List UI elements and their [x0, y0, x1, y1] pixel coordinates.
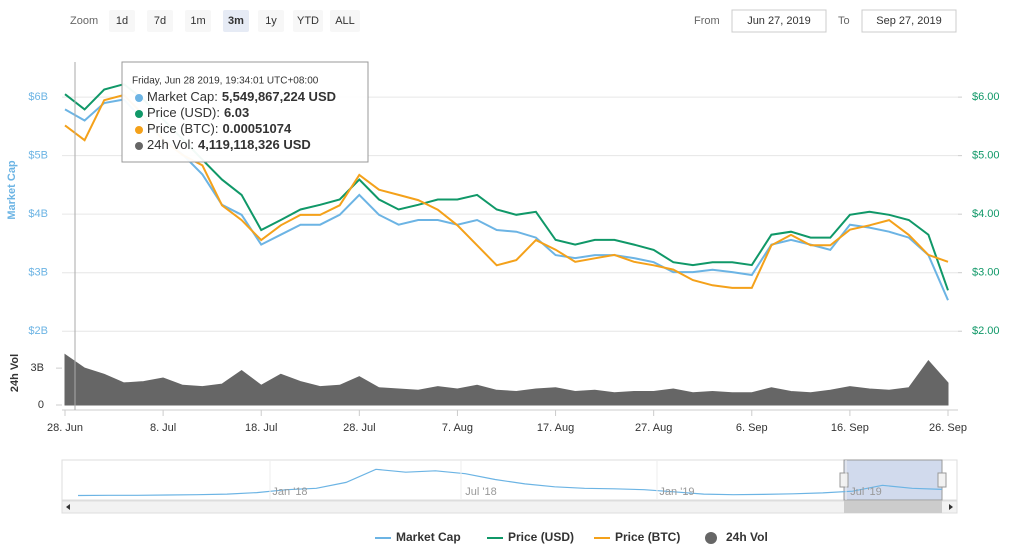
zoom-button[interactable] — [330, 10, 360, 32]
from-value: Jun 27, 2019 — [747, 15, 811, 27]
tooltip-row: Price (BTC): 0.00051074 — [147, 121, 292, 136]
x-tick-label: 16. Sep — [831, 422, 869, 434]
x-tick-label: 17. Aug — [537, 422, 574, 434]
to-input[interactable] — [861, 9, 957, 33]
to-value: Sep 27, 2019 — [876, 15, 941, 27]
y-tick-label: $5B — [28, 150, 48, 162]
navigator-label: Jul '18 — [465, 486, 496, 498]
zoom-button-label: 1y — [265, 15, 277, 27]
tooltip-row-label: 24h Vol: — [147, 137, 194, 152]
navigator-label: Jan '18 — [272, 486, 307, 498]
legend-label[interactable]: Price (BTC) — [615, 530, 680, 544]
x-tick-label: 18. Jul — [245, 422, 277, 434]
tooltip-row: 24h Vol: 4,119,118,326 USD — [147, 137, 311, 152]
legend-symbol — [705, 532, 717, 544]
from-input[interactable] — [731, 9, 827, 33]
y-tick-label: $6B — [28, 91, 48, 103]
tooltip-row-label: Price (BTC): — [147, 121, 219, 136]
y-tick-label: $3B — [28, 267, 48, 279]
tooltip-row-label: Market Cap: — [147, 89, 218, 104]
y2-tick-label: $2.00 — [972, 325, 1000, 337]
navigator-line — [77, 468, 943, 497]
scrollbar-thumb[interactable] — [844, 501, 942, 513]
zoom-label: Zoom — [70, 15, 98, 27]
zoom-button[interactable] — [223, 10, 249, 32]
tooltip-row-value: 6.03 — [224, 105, 249, 120]
y-tick-label: $2B — [28, 325, 48, 337]
x-tick-label: 28. Jun — [47, 422, 83, 434]
zoom-button-label: 3m — [228, 15, 244, 27]
zoom-button-label: ALL — [335, 15, 355, 27]
zoom-button-label: YTD — [297, 15, 319, 27]
zoom-button[interactable] — [147, 10, 173, 32]
x-tick-label: 7. Aug — [442, 422, 473, 434]
to-label: To — [838, 15, 850, 27]
zoom-button[interactable] — [185, 10, 211, 32]
zoom-button[interactable] — [258, 10, 284, 32]
y2-tick-label: $4.00 — [972, 208, 1000, 220]
navigator-handle[interactable] — [937, 472, 947, 488]
tooltip-row: Price (USD): 6.03 — [147, 105, 249, 120]
y-tick-label: $4B — [28, 208, 48, 220]
tooltip-dot — [135, 142, 143, 150]
volume-area — [64, 353, 949, 406]
zoom-button-label: 7d — [154, 15, 166, 27]
zoom-button[interactable] — [109, 10, 135, 32]
tooltip-row-value: 5,549,867,224 USD — [222, 89, 336, 104]
x-tick-label: 28. Jul — [343, 422, 375, 434]
zoom-button-label: 1d — [116, 15, 128, 27]
navigator-label: Jul '19 — [850, 486, 881, 498]
legend-label[interactable]: Price (USD) — [508, 530, 574, 544]
navigator-label: Jan '19 — [659, 486, 694, 498]
tooltip: Friday, Jun 28 2019, 19:34:01 UTC+08:00 M… — [121, 61, 369, 163]
tooltip-dot — [135, 126, 143, 134]
zoom-button[interactable] — [293, 10, 323, 32]
x-tick-label: 26. Sep — [929, 422, 967, 434]
legend-label[interactable]: 24h Vol — [726, 530, 768, 544]
y2-tick-label: $6.00 — [972, 91, 1000, 103]
series-line — [64, 98, 949, 301]
series-line — [64, 93, 949, 289]
navigator-handle[interactable] — [839, 472, 849, 488]
from-label: From — [694, 15, 720, 27]
vol-tick-label: 3B — [31, 362, 44, 374]
tooltip-dot — [135, 94, 143, 102]
x-tick-label: 6. Sep — [736, 422, 768, 434]
tooltip-row-label: Price (USD): — [147, 105, 220, 120]
navigator-frame — [61, 459, 958, 501]
scrollbar-track[interactable] — [61, 500, 958, 514]
tooltip-row-value: 4,119,118,326 USD — [198, 137, 311, 152]
series-line — [64, 83, 949, 291]
navigator-selection[interactable] — [843, 459, 943, 501]
tooltip-title: Friday, Jun 28 2019, 19:34:01 UTC+08:00 — [132, 76, 319, 87]
tooltip-box — [121, 61, 369, 163]
y2-tick-label: $3.00 — [972, 267, 1000, 279]
tooltip-dot — [135, 110, 143, 118]
tooltip-row: Market Cap: 5,549,867,224 USD — [147, 89, 336, 104]
tooltip-row-value: 0.00051074 — [223, 121, 292, 136]
vol-axis-title: 24h Vol — [9, 354, 21, 392]
y2-tick-label: $5.00 — [972, 150, 1000, 162]
vol-tick-label: 0 — [38, 399, 44, 411]
y-axis-title: Market Cap — [6, 160, 18, 220]
x-tick-label: 27. Aug — [635, 422, 672, 434]
x-tick-label: 8. Jul — [150, 422, 176, 434]
legend-label[interactable]: Market Cap — [396, 530, 461, 544]
zoom-button-label: 1m — [190, 15, 205, 27]
